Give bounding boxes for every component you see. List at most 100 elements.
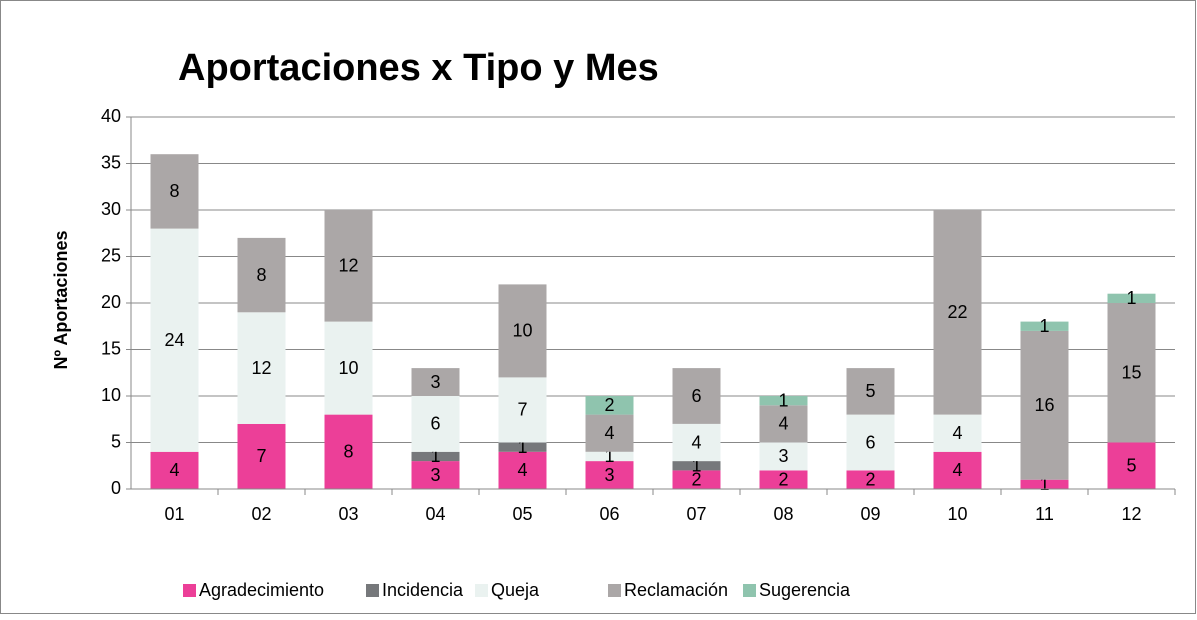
bar-segment — [411, 451, 460, 462]
data-label: 2 — [778, 469, 788, 489]
data-label: 4 — [952, 423, 962, 443]
data-label: 2 — [865, 469, 875, 489]
bar-segment — [237, 237, 286, 313]
bar-segment — [1020, 479, 1069, 489]
bar-segment — [411, 396, 460, 452]
chart-title: Aportaciones x Tipo y Mes — [178, 47, 659, 89]
y-tick-label: 25 — [101, 245, 121, 265]
legend-swatch — [608, 584, 621, 597]
data-label: 16 — [1034, 395, 1054, 415]
x-tick-label: 03 — [338, 504, 358, 524]
data-label: 2 — [604, 395, 614, 415]
bar-segment — [1020, 330, 1069, 480]
x-tick-label: 08 — [773, 504, 793, 524]
data-label: 8 — [343, 442, 353, 462]
bar-segment — [672, 368, 721, 424]
bar-segment — [585, 461, 634, 489]
data-label: 3 — [430, 372, 440, 392]
data-label: 6 — [691, 386, 701, 406]
x-tick-label: 05 — [512, 504, 532, 524]
bar-segment — [585, 451, 634, 462]
y-tick-label: 15 — [101, 338, 121, 358]
legend-label: Incidencia — [382, 580, 464, 600]
data-label: 5 — [865, 381, 875, 401]
bar-segment — [1107, 442, 1156, 489]
data-label: 22 — [947, 302, 967, 322]
data-label: 6 — [430, 414, 440, 434]
bar-segment — [324, 321, 373, 415]
x-tick-label: 07 — [686, 504, 706, 524]
data-label: 4 — [604, 423, 614, 443]
bar-segment — [1107, 293, 1156, 303]
data-label: 4 — [517, 460, 527, 480]
x-tick-label: 04 — [425, 504, 445, 524]
bar-segment — [933, 414, 982, 452]
data-label: 10 — [338, 358, 358, 378]
y-tick-label: 30 — [101, 199, 121, 219]
bar-segment — [585, 396, 634, 415]
data-label: 7 — [517, 400, 527, 420]
bar-segment — [759, 470, 808, 489]
bar-segment — [498, 284, 547, 378]
bar-segment — [411, 368, 460, 396]
bar-segment — [672, 470, 721, 489]
y-tick-label: 10 — [101, 385, 121, 405]
data-label: 5 — [1126, 456, 1136, 476]
data-label: 7 — [256, 446, 266, 466]
legend-label: Queja — [491, 580, 540, 600]
bar-segment — [933, 210, 982, 415]
x-tick-label: 02 — [251, 504, 271, 524]
bar-segment — [411, 461, 460, 489]
x-tick-label: 06 — [599, 504, 619, 524]
y-tick-label: 0 — [111, 478, 121, 498]
data-label: 10 — [512, 321, 532, 341]
data-label: 1 — [604, 446, 614, 466]
bar-segment — [846, 368, 895, 415]
legend-label: Sugerencia — [759, 580, 851, 600]
bar-segment — [150, 451, 199, 489]
data-label: 1 — [517, 437, 527, 457]
bar-segment — [150, 154, 199, 229]
x-tick-label: 01 — [164, 504, 184, 524]
y-tick-label: 5 — [111, 431, 121, 451]
legend-swatch — [743, 584, 756, 597]
data-label: 2 — [691, 469, 701, 489]
bar-segment — [1107, 303, 1156, 443]
y-axis-label: Nº Aportaciones — [51, 231, 71, 370]
data-label: 4 — [691, 432, 701, 452]
data-label: 15 — [1121, 363, 1141, 383]
data-label: 3 — [778, 446, 788, 466]
bar-segment — [759, 442, 808, 471]
x-tick-label: 09 — [860, 504, 880, 524]
bar-segment — [150, 228, 199, 452]
y-tick-label: 20 — [101, 292, 121, 312]
data-label: 8 — [256, 265, 266, 285]
legend-label: Reclamación — [624, 580, 728, 600]
data-label: 6 — [865, 432, 875, 452]
bar-segment — [672, 423, 721, 462]
x-tick-label: 11 — [1035, 504, 1054, 524]
data-label: 12 — [338, 256, 358, 276]
data-label: 12 — [251, 358, 271, 378]
data-label: 1 — [1126, 288, 1136, 308]
x-tick-label: 12 — [1121, 504, 1141, 524]
data-label: 4 — [952, 460, 962, 480]
bar-segment — [759, 396, 808, 406]
legend-label: Agradecimiento — [199, 580, 324, 600]
bar-segment — [846, 470, 895, 489]
bar-segment — [759, 405, 808, 443]
data-label: 8 — [169, 181, 179, 201]
data-label: 1 — [691, 456, 701, 476]
bar-segment — [933, 451, 982, 489]
bar-segment — [585, 414, 634, 452]
bar-segment — [498, 451, 547, 489]
data-label: 1 — [778, 390, 788, 410]
y-tick-label: 40 — [101, 106, 121, 126]
legend-swatch — [366, 584, 379, 597]
bar-segment — [237, 423, 286, 489]
bar-segment — [672, 461, 721, 471]
y-tick-label: 35 — [101, 152, 121, 172]
data-label: 3 — [430, 465, 440, 485]
